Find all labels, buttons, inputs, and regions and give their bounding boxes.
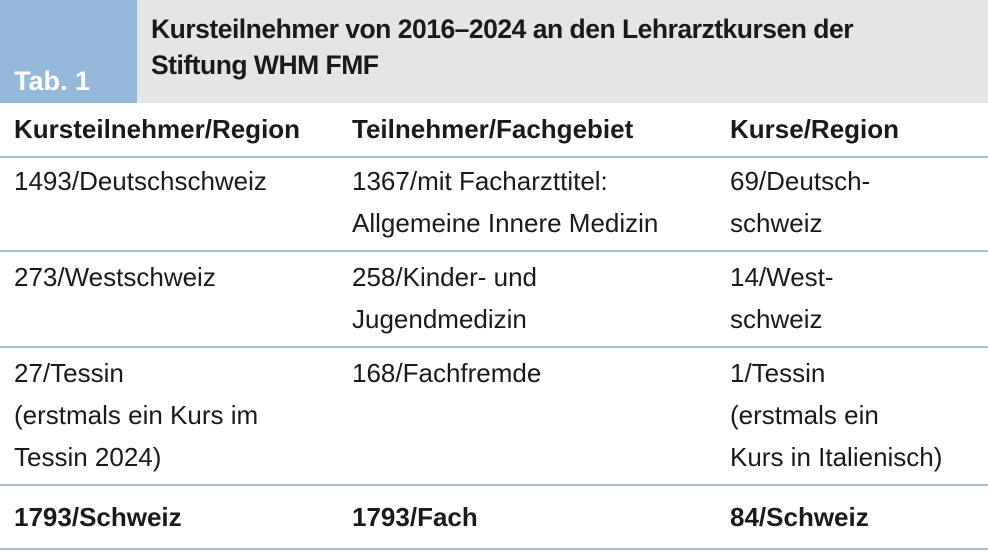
cell-text: schweiz [730, 304, 823, 334]
cell-text: (erstmals ein Kurs im [14, 400, 259, 430]
title-line: Kursteilnehmer von 2016–2024 an den Lehr… [151, 14, 854, 44]
cell-text: Allgemeine Innere Medizin [352, 208, 659, 238]
cell-text: 168/Fachfremde [352, 358, 542, 388]
cell-text: Jugendmedizin [352, 304, 527, 334]
total-cell: 1793/Fach [352, 502, 478, 532]
column-header: Kursteilnehmer/Region [14, 114, 301, 144]
total-cell: 1793/Schweiz [14, 502, 182, 532]
title-line: Stiftung WHM FMF [151, 50, 379, 80]
cell-text: 27/Tessin [14, 358, 124, 388]
cell-text: 258/Kinder- und [352, 262, 538, 292]
cell-text: 273/Westschweiz [14, 262, 216, 292]
cell-text: (erstmals ein [730, 400, 879, 430]
cell-text: 1493/Deutschschweiz [14, 166, 267, 196]
cell-text: Kurs in Italienisch) [730, 442, 943, 472]
row-rule [0, 346, 988, 348]
column-header: Kurse/Region [730, 114, 900, 144]
header-rule [0, 156, 988, 158]
cell-text: Tessin 2024) [14, 442, 162, 472]
title-box: Kursteilnehmer von 2016–2024 an den Lehr… [137, 0, 988, 103]
total-cell: 84/Schweiz [730, 502, 869, 532]
cell-text: 1367/mit Facharzttitel: [352, 166, 608, 196]
cell-text: 14/West- [730, 262, 834, 292]
row-rule [0, 484, 988, 486]
row-rule [0, 250, 988, 252]
cell-text: schweiz [730, 208, 823, 238]
table-label-box: Tab. 1 [0, 0, 137, 103]
column-header: Teilnehmer/Fachgebiet [352, 114, 634, 144]
cell-text: 69/Deutsch- [730, 166, 871, 196]
cell-text: 1/Tessin [730, 358, 826, 388]
bottom-rule [0, 548, 988, 550]
table-label: Tab. 1 [14, 66, 91, 96]
